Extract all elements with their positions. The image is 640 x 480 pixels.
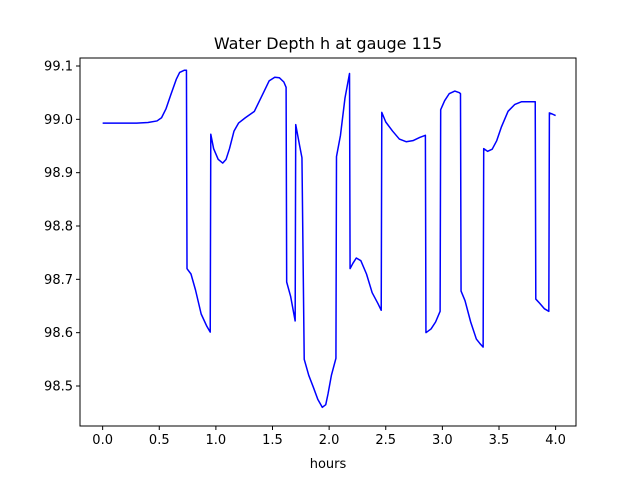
x-tick-label: 2.5 — [375, 433, 396, 448]
y-tick-label: 99.0 — [44, 113, 73, 128]
x-tick-label: 0.0 — [92, 433, 113, 448]
x-axis: 0.0 0.5 1.0 1.5 2.0 2.5 3.0 3.5 4.0 — [92, 426, 566, 448]
x-tick-label: 3.5 — [489, 433, 510, 448]
x-tick-label: 2.0 — [319, 433, 340, 448]
y-tick-label: 98.5 — [44, 380, 73, 395]
x-tick-label: 1.0 — [206, 433, 227, 448]
x-tick-label: 3.0 — [432, 433, 453, 448]
x-tick-label: 0.5 — [149, 433, 170, 448]
y-tick-label: 98.8 — [44, 220, 73, 235]
y-tick-label: 99.1 — [44, 60, 73, 75]
x-tick-label: 1.5 — [262, 433, 283, 448]
plot-frame — [79, 57, 577, 427]
x-axis-label: hours — [310, 457, 347, 472]
y-tick-label: 98.9 — [44, 166, 73, 181]
y-tick-label: 98.7 — [44, 273, 73, 288]
series-line-0 — [102, 69, 556, 409]
chart-title: Water Depth h at gauge 115 — [214, 34, 442, 53]
y-tick-label: 98.6 — [44, 326, 73, 341]
x-tick-label: 4.0 — [545, 433, 566, 448]
plot-area — [102, 69, 556, 409]
y-axis: 98.5 98.6 98.7 98.8 98.9 99.0 99.1 — [44, 60, 80, 395]
